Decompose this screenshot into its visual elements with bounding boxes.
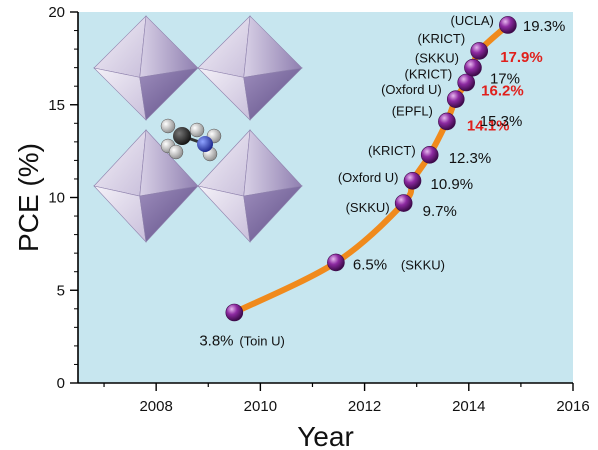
- x-tick-label: 2010: [244, 398, 277, 415]
- hydrogen-atom: [168, 144, 184, 160]
- value-label: 9.7%: [423, 203, 457, 220]
- octahedron-face: [243, 67, 303, 121]
- value-label: 17.9%: [500, 49, 543, 66]
- value-label: 10.9%: [431, 176, 474, 193]
- data-point: [327, 253, 345, 272]
- value-label: 19.3%: [523, 18, 566, 35]
- nitrogen-atom: [197, 136, 213, 152]
- x-tick-label: 2014: [452, 398, 485, 415]
- institution-label: (KRICT): [418, 31, 466, 46]
- y-tick-label: 20: [48, 4, 65, 21]
- x-axis-title: Year: [297, 421, 354, 450]
- y-tick-label: 10: [48, 190, 65, 207]
- data-point: [464, 58, 482, 77]
- data-labels: 3.8% (Toin U) 6.5% (SKKU) 9.7% (SKKU) 10.9% (Ox…: [199, 13, 565, 350]
- data-point: [470, 42, 489, 60]
- data-point: [225, 303, 244, 322]
- institution-label: (Oxford U): [338, 170, 399, 185]
- data-point: [403, 172, 422, 190]
- y-tick-label: 5: [57, 282, 65, 299]
- data-point: [420, 146, 439, 164]
- methylammonium-molecule: [160, 118, 222, 162]
- institution-label: (SKKU): [415, 51, 459, 66]
- data-markers: [225, 16, 517, 322]
- y-tick-label: 0: [57, 375, 65, 392]
- institution-label: (KRICT): [368, 143, 416, 158]
- value-label: 14.1%: [467, 117, 510, 134]
- data-point: [457, 73, 475, 92]
- x-tick-label: 2016: [556, 398, 589, 415]
- octahedron-face: [243, 185, 303, 243]
- axes: 2008 2010 2012 2014 2016 0 5 10 15 20: [48, 4, 589, 415]
- octahedron: [93, 15, 199, 121]
- y-axis-title: PCE (%): [13, 143, 44, 252]
- value-label: 6.5%: [353, 256, 387, 273]
- data-point: [446, 90, 465, 108]
- hydrogen-atom: [189, 122, 205, 138]
- value-label: 15.3%: [480, 113, 523, 130]
- data-point: [394, 194, 413, 212]
- institution-label: (SKKU): [401, 257, 445, 272]
- carbon-atom: [173, 127, 191, 145]
- data-point: [499, 16, 517, 34]
- institution-label: (UCLA): [451, 13, 494, 28]
- value-label: 16.2%: [481, 82, 524, 99]
- octahedron-face: [139, 67, 199, 121]
- octahedron: [93, 129, 199, 243]
- institution-label: (KRICT): [405, 66, 453, 81]
- institution-label: (SKKU): [346, 200, 390, 215]
- institution-label: (Oxford U): [381, 82, 442, 97]
- octahedron: [197, 15, 303, 121]
- value-label: 17%: [490, 71, 520, 88]
- y-tick-label: 15: [48, 97, 65, 114]
- hydrogen-atom: [160, 118, 176, 134]
- x-tick-label: 2012: [348, 398, 381, 415]
- institution-label: (Toin U): [239, 334, 285, 349]
- value-label: 12.3%: [449, 150, 492, 167]
- octahedron-face: [139, 185, 199, 243]
- perovskite-structure-illustration: [93, 15, 303, 243]
- data-point: [438, 112, 456, 131]
- octahedron: [197, 129, 303, 243]
- x-tick-label: 2008: [139, 398, 172, 415]
- institution-label: (EPFL): [392, 103, 433, 118]
- value-label: 3.8%: [199, 333, 233, 350]
